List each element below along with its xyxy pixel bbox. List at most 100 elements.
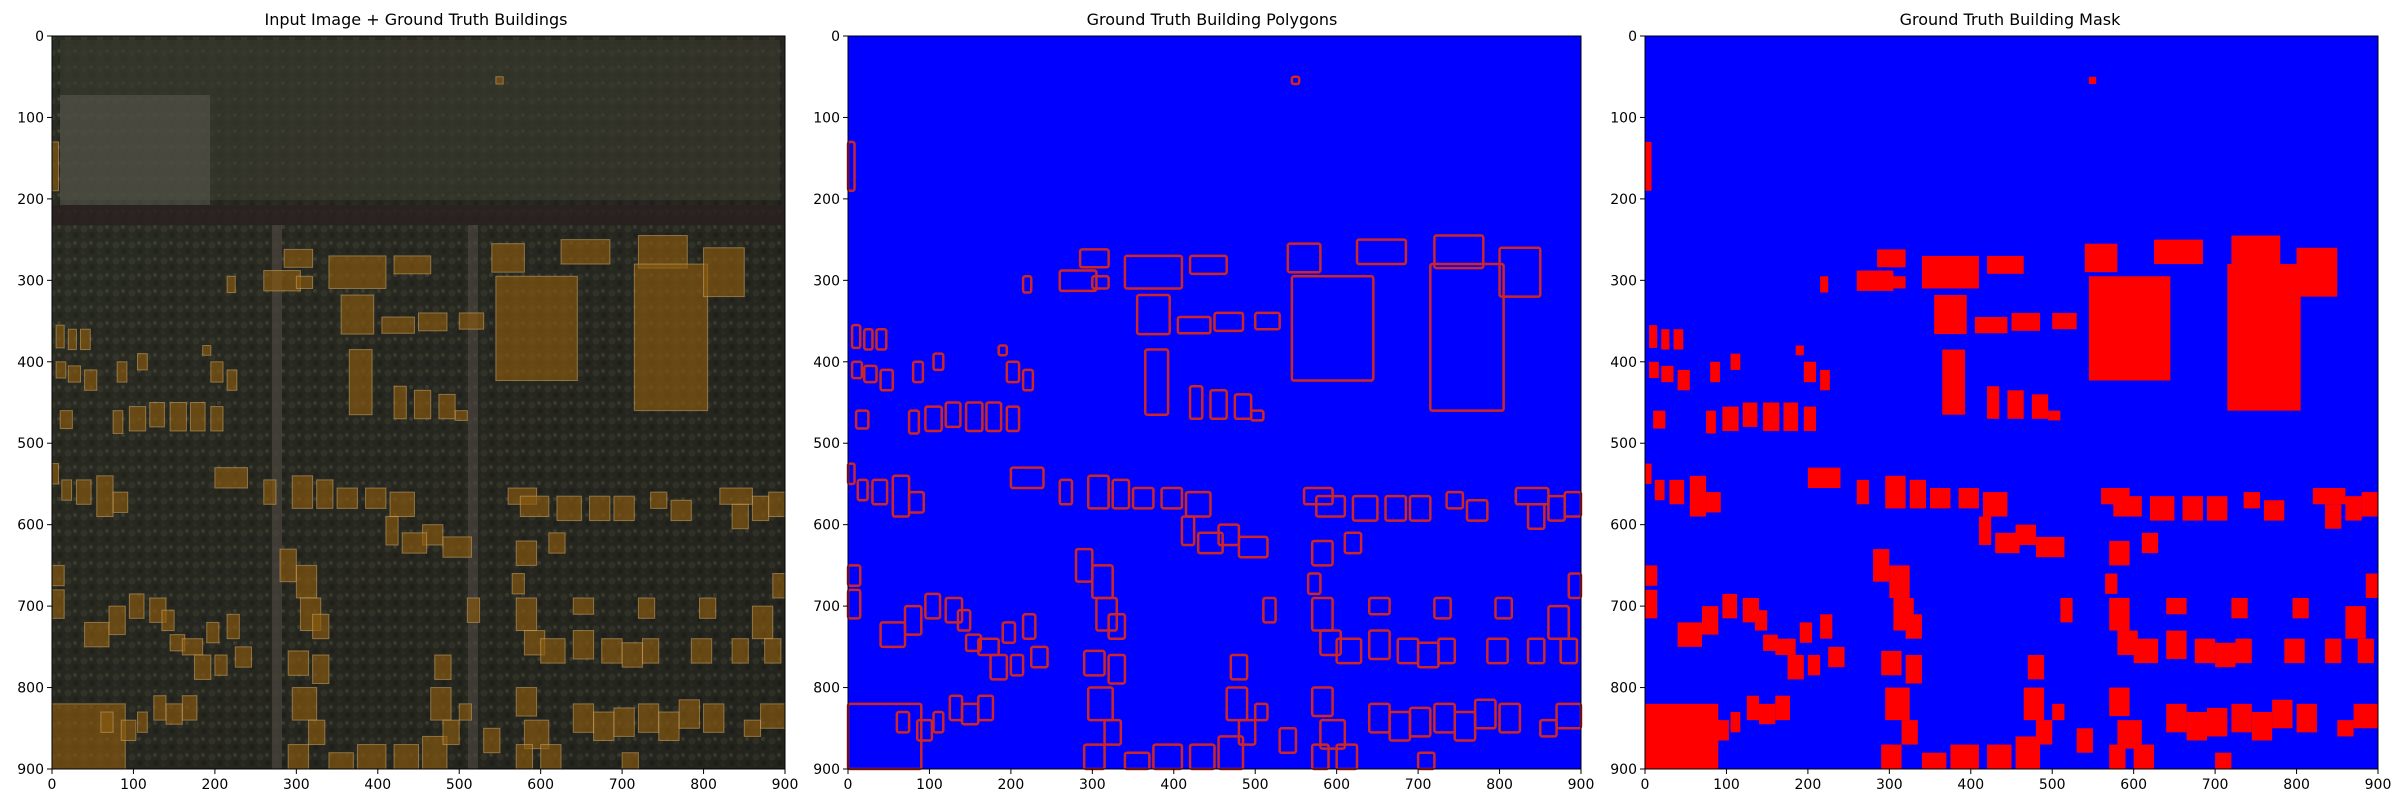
- building-mask: [1905, 654, 1922, 684]
- building-mask: [1799, 622, 1812, 643]
- building-polygons: [964, 633, 983, 653]
- building-overlay: [572, 703, 595, 733]
- building-overlay: [381, 316, 415, 334]
- building-polygons: [1233, 393, 1253, 421]
- y-tick-label: 500: [1610, 436, 1637, 452]
- building-overlay: [210, 406, 224, 432]
- y-tick-label: 300: [17, 273, 44, 289]
- building-mask: [1974, 316, 2008, 334]
- building-overlay: [613, 495, 635, 522]
- building-mask: [2194, 638, 2216, 664]
- building-mask: [2154, 239, 2203, 265]
- building-overlay: [515, 540, 538, 566]
- building-overlay: [308, 719, 326, 746]
- building-mask: [2365, 573, 2378, 598]
- building-polygons: [1498, 702, 1522, 734]
- building-overlay: [637, 235, 688, 269]
- building-polygons: [1310, 539, 1334, 567]
- y-tick-label: 900: [813, 762, 840, 778]
- building-mask: [1820, 369, 1830, 391]
- building-overlay: [206, 621, 220, 644]
- building-polygons: [856, 478, 869, 502]
- building-mask: [1820, 276, 1829, 293]
- building-mask: [1649, 361, 1659, 379]
- building-overlay: [336, 487, 358, 509]
- building-polygons: [1310, 686, 1334, 718]
- building-mask: [1987, 744, 2012, 769]
- building-mask: [1982, 492, 2008, 517]
- building-polygons: [1005, 405, 1021, 433]
- building-polygons: [1225, 686, 1249, 722]
- building-overlay: [772, 573, 786, 599]
- building-mask: [2284, 638, 2305, 664]
- building-mask: [1873, 549, 1890, 582]
- building-overlay: [690, 638, 713, 664]
- building-overlay: [234, 646, 253, 668]
- building-overlay: [169, 402, 187, 432]
- building-polygons: [1253, 702, 1269, 722]
- building-overlay: [495, 76, 504, 85]
- x-tick-label: 800: [690, 777, 717, 793]
- building-mask: [1942, 349, 1966, 415]
- x-tick-label: 700: [609, 777, 636, 793]
- mask-buildings: [1645, 76, 2378, 769]
- building-overlay: [466, 597, 481, 623]
- building-polygons: [911, 360, 925, 384]
- building-polygons: [1526, 637, 1546, 665]
- y-tick-label: 600: [1610, 518, 1637, 534]
- building-polygons: [875, 327, 888, 351]
- building-polygons: [1367, 596, 1391, 616]
- building-overlay: [430, 687, 452, 721]
- building-mask: [1702, 606, 1719, 635]
- building-mask: [1649, 325, 1658, 348]
- building-overlay: [678, 699, 700, 729]
- building-polygons: [907, 490, 925, 514]
- building-polygons: [964, 401, 984, 433]
- building-overlay: [523, 719, 550, 750]
- building-overlay: [194, 654, 212, 680]
- building-overlay: [226, 275, 236, 294]
- axes-frame-overlay: [51, 35, 786, 770]
- panel-plot-mask: [1645, 36, 2378, 769]
- building-polygons: [871, 478, 889, 506]
- building-mask: [1653, 410, 1666, 429]
- building-mask: [1820, 614, 1833, 639]
- building-mask: [2325, 638, 2342, 664]
- building-mask: [2231, 235, 2281, 269]
- building-mask: [2088, 76, 2097, 85]
- building-mask: [2251, 711, 2273, 741]
- building-overlay: [637, 703, 660, 733]
- x-tick-label: 400: [364, 777, 391, 793]
- building-polygons: [1209, 389, 1228, 421]
- building-mask: [1693, 711, 1707, 733]
- building-mask: [2149, 496, 2175, 521]
- building-mask: [1921, 255, 1979, 289]
- building-overlay: [149, 402, 165, 428]
- building-mask: [2007, 390, 2024, 419]
- building-mask: [2292, 597, 2309, 619]
- x-tick-label: 100: [1713, 777, 1740, 793]
- building-polygons: [924, 405, 943, 433]
- building-polygons: [1429, 262, 1505, 412]
- building-mask: [1950, 744, 1979, 769]
- polygon-buildings: [846, 75, 1583, 771]
- building-polygons: [1058, 478, 1074, 506]
- building-overlay: [214, 654, 228, 676]
- building-polygons: [1351, 494, 1379, 522]
- building-mask: [1645, 463, 1652, 484]
- y-tick-label: 200: [1610, 192, 1637, 208]
- panel-plot-overlay: [51, 36, 786, 770]
- building-mask: [2133, 744, 2155, 769]
- building-mask: [1987, 255, 2024, 274]
- x-tick-label: 0: [844, 777, 853, 793]
- building-mask: [2361, 492, 2378, 517]
- building-mask: [1645, 565, 1658, 586]
- building-mask: [2312, 488, 2346, 505]
- building-overlay: [495, 275, 578, 382]
- building-overlay: [393, 385, 407, 420]
- building-mask: [1877, 249, 1906, 268]
- building-overlay: [743, 719, 762, 737]
- building-overlay: [328, 255, 387, 289]
- building-overlay: [393, 255, 432, 275]
- building-overlay: [438, 393, 456, 420]
